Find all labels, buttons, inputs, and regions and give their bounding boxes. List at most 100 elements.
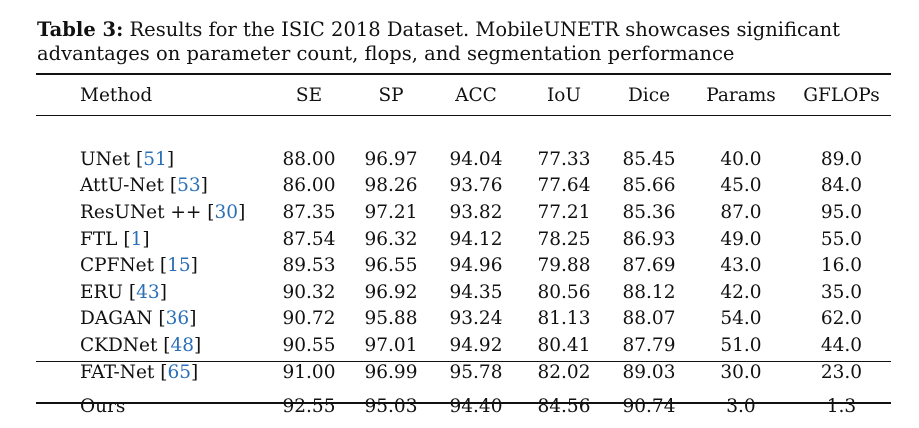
iou-cell: 78.25 [537, 228, 591, 250]
se-cell: 90.55 [282, 334, 336, 356]
ours-rule [36, 361, 891, 362]
acc-cell: 93.24 [449, 308, 503, 330]
iou-cell: 82.02 [537, 361, 591, 383]
sp-cell: 98.26 [364, 175, 418, 197]
table-row: DAGAN [36] 90.72 95.88 93.24 81.13 88.07… [36, 306, 891, 333]
caption-text: Results for the ISIC 2018 Dataset. Mobil… [37, 18, 840, 65]
method-cell: FTL [1] [80, 228, 150, 250]
params-cell: 54.0 [720, 308, 762, 330]
acc-cell: 93.76 [449, 175, 503, 197]
header-row: Method SE SP ACC IoU Dice Params GFLOPs [36, 74, 891, 116]
header-dice: Dice [627, 84, 671, 106]
iou-cell: 79.88 [537, 255, 591, 277]
dice-cell: 87.79 [622, 334, 676, 356]
header-gflops: GFLOPs [803, 84, 880, 106]
params-cell: 43.0 [720, 255, 762, 277]
sp-cell: 96.97 [364, 148, 418, 170]
acc-cell: 93.82 [449, 201, 503, 223]
header-se: SE [295, 84, 323, 106]
citation-link[interactable]: 43 [136, 281, 160, 303]
table-row: CPFNet [15] 89.53 96.55 94.96 79.88 87.6… [36, 252, 891, 279]
gflops-cell: 16.0 [820, 255, 863, 277]
method-name: FTL [80, 228, 118, 250]
gflops-cell: 44.0 [820, 334, 863, 356]
results-table: Method SE SP ACC IoU Dice Params GFLOPs … [36, 74, 891, 428]
se-cell: 87.54 [282, 228, 336, 250]
dice-cell: 85.66 [622, 175, 676, 197]
params-cell: 87.0 [720, 201, 762, 223]
params-cell: 30.0 [720, 361, 762, 383]
method-name: DAGAN [80, 308, 153, 330]
bottom-rule [36, 402, 891, 404]
iou-cell: 80.41 [537, 334, 591, 356]
acc-cell: 94.35 [449, 281, 503, 303]
ours-iou-cell: 84.56 [537, 396, 591, 418]
citation-link[interactable]: 1 [130, 228, 143, 250]
dice-cell: 88.12 [622, 281, 676, 303]
gflops-cell: 84.0 [820, 175, 863, 197]
params-cell: 49.0 [720, 228, 762, 250]
method-name: AttU-Net [80, 175, 164, 197]
method-cell: ERU [43] [80, 281, 167, 303]
gflops-cell: 89.0 [820, 148, 863, 170]
table-row: FTL [1] 87.54 96.32 94.12 78.25 86.93 49… [36, 226, 891, 253]
gflops-cell: 62.0 [820, 308, 863, 330]
iou-cell: 77.21 [537, 201, 591, 223]
ours-method-cell: Ours [80, 396, 126, 418]
method-cell: UNet [51] [80, 148, 175, 170]
params-cell: 51.0 [720, 334, 762, 356]
table-row: ERU [43] 90.32 96.92 94.35 80.56 88.12 4… [36, 279, 891, 306]
method-name: ResUNet ++ [80, 201, 202, 223]
gflops-cell: 35.0 [820, 281, 863, 303]
header-rule [36, 115, 891, 116]
ours-acc-cell: 94.40 [449, 396, 503, 418]
sp-cell: 96.32 [364, 228, 418, 250]
acc-cell: 94.04 [449, 148, 503, 170]
caption-label: Table 3: [37, 18, 124, 41]
iou-cell: 77.64 [537, 175, 591, 197]
sp-cell: 97.21 [364, 201, 418, 223]
citation-link[interactable]: 30 [214, 201, 239, 223]
ours-se-cell: 92.55 [282, 396, 336, 418]
citation-link[interactable]: 15 [167, 255, 191, 277]
method-cell: AttU-Net [53] [80, 175, 208, 197]
citation-link[interactable]: 53 [177, 175, 201, 197]
citation-link[interactable]: 48 [170, 334, 195, 356]
gflops-cell: 95.0 [820, 201, 863, 223]
dice-cell: 88.07 [622, 308, 676, 330]
sp-cell: 95.88 [364, 308, 418, 330]
ours-params-cell: 3.0 [726, 396, 756, 418]
citation-link[interactable]: 36 [165, 308, 190, 330]
header-acc: ACC [455, 84, 497, 106]
method-cell: ResUNet ++ [30] [80, 201, 246, 223]
se-cell: 86.00 [282, 175, 336, 197]
table-row: CKDNet [48] 90.55 97.01 94.92 80.41 87.7… [36, 332, 891, 359]
header-params: Params [706, 84, 776, 106]
header-sp: SP [378, 84, 404, 106]
dice-cell: 87.69 [622, 255, 676, 277]
gflops-cell: 23.0 [820, 361, 863, 383]
sp-cell: 96.92 [364, 281, 418, 303]
se-cell: 90.32 [282, 281, 336, 303]
table-caption: Table 3: Results for the ISIC 2018 Datas… [37, 18, 897, 66]
method-name: FAT-Net [80, 361, 155, 383]
params-cell: 40.0 [720, 148, 762, 170]
sp-cell: 97.01 [364, 334, 418, 356]
method-cell: CPFNet [15] [80, 255, 198, 277]
iou-cell: 80.56 [537, 281, 591, 303]
se-cell: 88.00 [282, 148, 336, 170]
acc-cell: 94.12 [449, 228, 503, 250]
citation-link[interactable]: 51 [143, 148, 167, 170]
dice-cell: 89.03 [622, 361, 676, 383]
table-row: ResUNet ++ [30] 87.35 97.21 93.82 77.21 … [36, 199, 891, 226]
ours-dice-cell: 90.74 [622, 396, 676, 418]
table-row: AttU-Net [53] 86.00 98.26 93.76 77.64 85… [36, 173, 891, 200]
citation-link[interactable]: 65 [167, 361, 192, 383]
header-iou: IoU [546, 84, 582, 106]
acc-cell: 95.78 [449, 361, 503, 383]
method-cell: DAGAN [36] [80, 308, 197, 330]
gflops-cell: 55.0 [820, 228, 863, 250]
acc-cell: 94.96 [449, 255, 503, 277]
method-name: CPFNet [80, 255, 155, 277]
method-name: CKDNet [80, 334, 158, 356]
